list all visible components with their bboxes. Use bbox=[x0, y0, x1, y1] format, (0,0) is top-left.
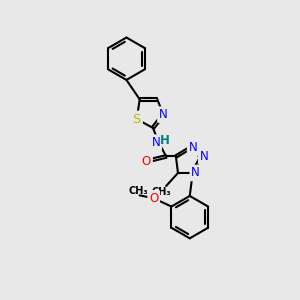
Text: N: N bbox=[159, 108, 168, 121]
Text: N: N bbox=[200, 150, 208, 163]
Text: CH₃: CH₃ bbox=[128, 186, 148, 196]
Text: N: N bbox=[191, 167, 200, 179]
Text: N: N bbox=[189, 141, 197, 154]
Text: CH₃: CH₃ bbox=[152, 188, 172, 197]
Text: H: H bbox=[160, 134, 170, 147]
Text: O: O bbox=[142, 155, 151, 168]
Text: N: N bbox=[152, 136, 160, 149]
Text: S: S bbox=[133, 112, 141, 126]
Text: O: O bbox=[149, 192, 158, 205]
